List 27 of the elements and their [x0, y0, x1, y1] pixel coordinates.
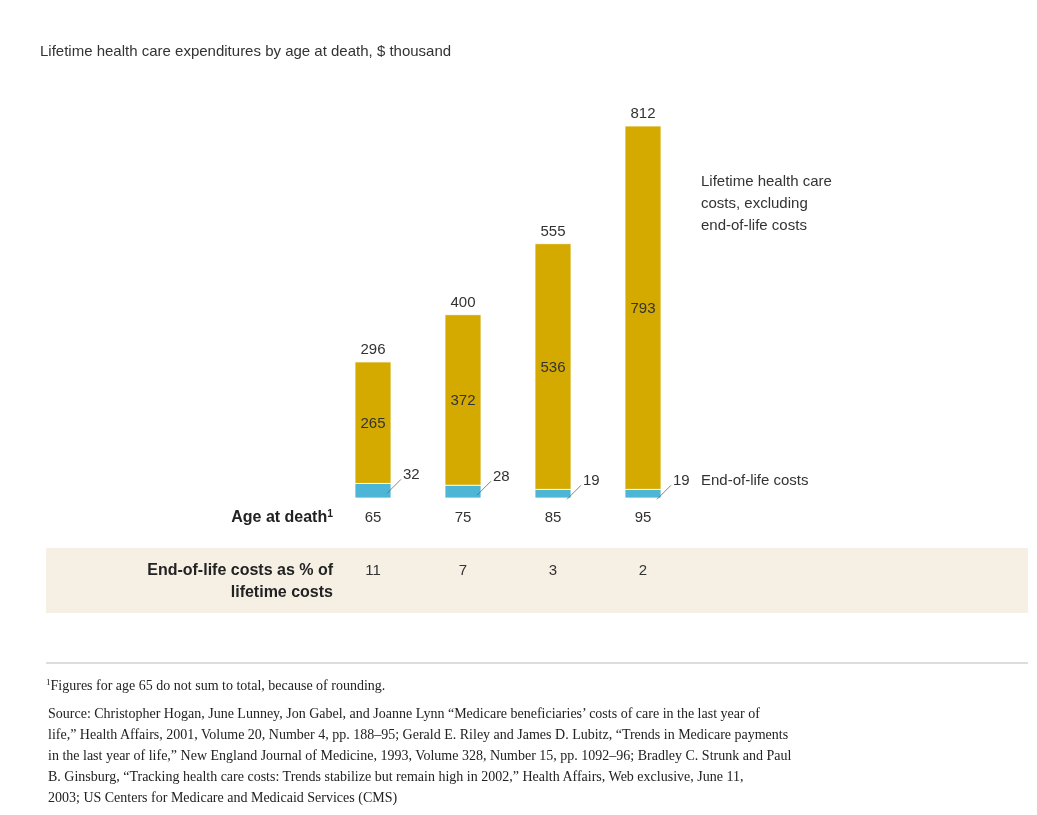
data-label: 372: [450, 390, 476, 408]
x-tick-label: 85: [544, 508, 562, 525]
data-label: 19: [583, 471, 600, 489]
text: 3: [548, 561, 558, 578]
text: 11: [365, 561, 381, 578]
data-label: 19: [673, 471, 690, 489]
total-label: 296: [360, 339, 386, 357]
text: End-of-life costs as % of lifetime costs: [147, 561, 334, 600]
text: End-of-life costs: [701, 471, 809, 489]
x-tick-label: 65: [364, 508, 382, 525]
data-label: 32: [403, 465, 420, 483]
chart-title: Lifetime health care expenditures by age at death, $ thousand: [40, 42, 452, 59]
text: 2: [638, 561, 648, 578]
text: $^{1}$Figures for age 65 do not sum to total, because of rounding.: [46, 677, 386, 693]
x-axis-title: Age at death$^{1}$: [231, 507, 334, 525]
x-tick-label: 75: [454, 508, 472, 525]
text: Lifetime health care costs, excluding end-of-life costs: [701, 171, 832, 233]
total-label: 555: [540, 221, 566, 239]
text: 7: [458, 561, 468, 578]
total-label: 812: [630, 104, 656, 121]
source-note: Source: Christopher Hogan, June Lunney, Jon Gabel, and Joanne Lynn “Medicare beneficiaries’ costs of care in the last year of life,” Health Affairs, 2001, Volume 20, Number 4, pp. 188–95; Gerald E. Riley and James D. Lubitz, “Trends in Medicare payments in the last year of life,” New England Journal of Medicine, 1993, Volume 328, Number 15, pp. 1092–96; Bradley C. Strunk and Paul B. Ginsburg, “Tracking health care costs: Trends stabilize but remain high in 2002,” Health Affairs, Web exclusive, June 11, 2003; US Centers for Medicare and Medicaid Services (CMS): [48, 706, 792, 806]
data-label: 793: [630, 298, 656, 316]
data-label: 28: [493, 467, 510, 485]
total-label: 400: [450, 292, 476, 310]
data-label: 536: [540, 357, 566, 375]
data-label: 265: [360, 413, 386, 431]
x-tick-label: 95: [634, 508, 652, 525]
